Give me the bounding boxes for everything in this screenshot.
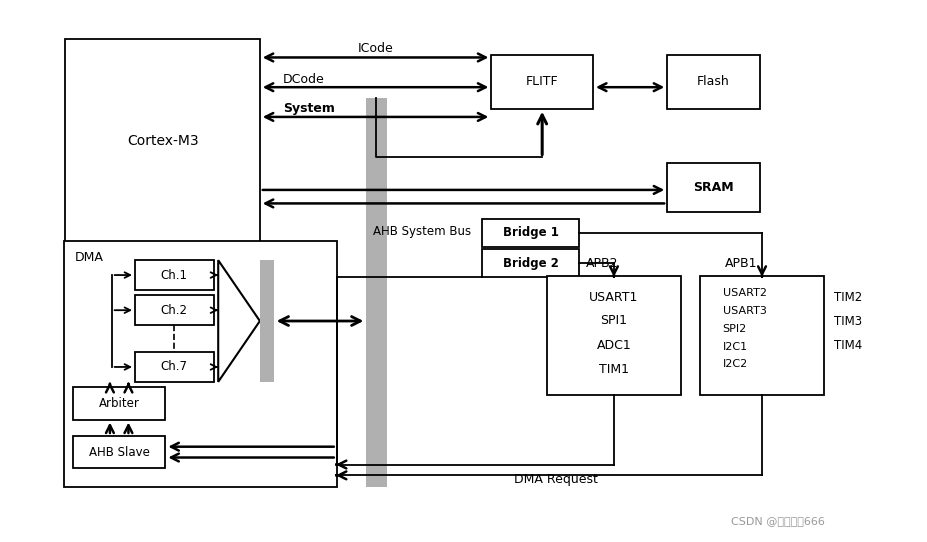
Text: TIM3: TIM3 (833, 315, 862, 328)
Text: Ch.7: Ch.7 (160, 360, 188, 373)
Text: USART3: USART3 (723, 306, 767, 316)
Text: TIM2: TIM2 (833, 291, 862, 304)
Text: I2C1: I2C1 (723, 341, 748, 352)
Bar (667, 55, 760, 109)
Text: USART2: USART2 (723, 288, 767, 298)
Bar (73, 387, 165, 420)
Text: Bridge 1: Bridge 1 (502, 226, 559, 239)
Text: APB1: APB1 (725, 257, 757, 270)
Text: SRAM: SRAM (693, 180, 734, 193)
Bar (700, 276, 824, 395)
Bar (491, 55, 593, 109)
Bar (366, 98, 387, 487)
Text: Bridge 2: Bridge 2 (502, 257, 559, 270)
Text: Ch.1: Ch.1 (160, 268, 188, 281)
Text: SPI1: SPI1 (601, 314, 628, 327)
Text: Flash: Flash (697, 75, 730, 88)
Text: AHB System Bus: AHB System Bus (373, 225, 471, 238)
Text: System: System (283, 102, 335, 115)
Bar (135, 352, 213, 382)
Bar (667, 163, 760, 211)
Bar (73, 436, 165, 468)
Text: CSDN @物联技术666: CSDN @物联技术666 (731, 516, 825, 526)
Text: Cortex-M3: Cortex-M3 (127, 134, 198, 149)
Bar (482, 249, 579, 278)
Bar (135, 260, 213, 290)
Bar (482, 218, 579, 247)
Text: DCode: DCode (283, 73, 324, 86)
Text: DMA: DMA (75, 251, 104, 264)
Bar (64, 241, 337, 487)
Text: AHB Slave: AHB Slave (89, 446, 149, 459)
Text: Ch.2: Ch.2 (160, 304, 188, 317)
Text: I2C2: I2C2 (723, 359, 748, 370)
Bar (66, 38, 260, 244)
Bar (135, 295, 213, 325)
Text: Arbiter: Arbiter (99, 397, 140, 410)
Bar (260, 260, 273, 382)
Text: TIM4: TIM4 (833, 339, 862, 352)
Text: SPI2: SPI2 (723, 324, 747, 334)
Text: ICode: ICode (358, 42, 393, 55)
Text: FLITF: FLITF (526, 75, 558, 88)
Bar (547, 276, 681, 395)
Text: DMA Request: DMA Request (514, 473, 598, 486)
Text: ADC1: ADC1 (597, 339, 631, 352)
Text: USART1: USART1 (590, 291, 639, 304)
Text: TIM1: TIM1 (599, 363, 629, 376)
Text: APB2: APB2 (586, 257, 618, 270)
